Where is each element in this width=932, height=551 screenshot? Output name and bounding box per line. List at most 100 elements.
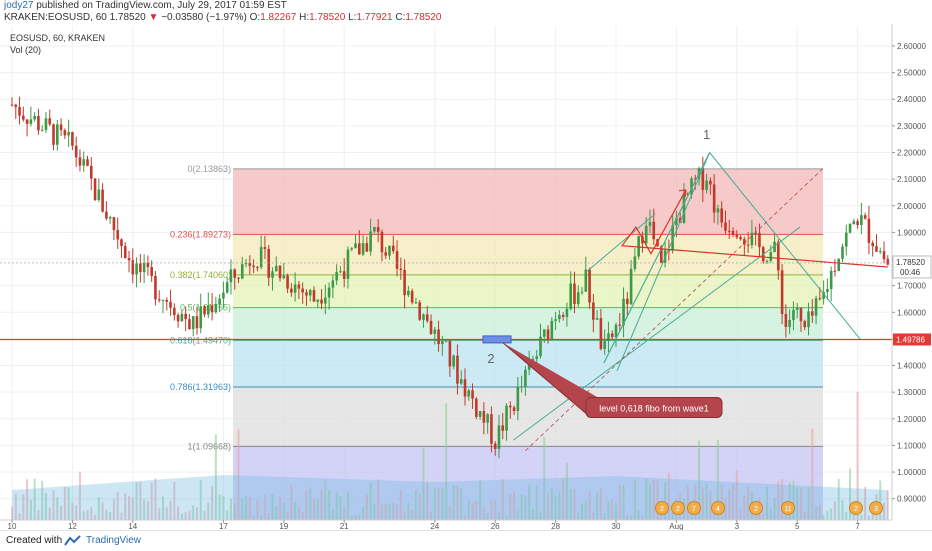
- candle-body: [844, 232, 848, 247]
- candle-body: [165, 299, 169, 302]
- candle-body: [576, 292, 580, 305]
- volume-bar: [282, 502, 285, 520]
- candle-body: [339, 271, 342, 273]
- candle-body: [150, 267, 153, 276]
- fib-zone: [233, 274, 823, 308]
- high-value: 1.78520: [309, 12, 346, 23]
- volume-bar: [294, 502, 297, 520]
- candle-body: [527, 363, 531, 370]
- volume-bar: [792, 481, 795, 520]
- volume-bar: [705, 482, 708, 520]
- candle-body: [44, 118, 48, 130]
- volume-bar: [671, 510, 674, 520]
- candle-body: [233, 269, 237, 278]
- open-label: O:: [249, 12, 261, 23]
- annotation-callout[interactable]: level 0,618 fibo from wave1: [502, 342, 723, 418]
- event-badge[interactable]: 2: [749, 501, 763, 515]
- candle-body: [758, 232, 761, 248]
- event-badge[interactable]: 3: [869, 501, 883, 515]
- candle-body: [716, 208, 720, 213]
- volume-bar: [645, 478, 648, 520]
- chart-area[interactable]: 0(2.13863) 0.236(1.89273) 0.382(1.74060) 0.…: [0, 24, 932, 531]
- candle-body: [429, 320, 433, 334]
- candle-body: [195, 316, 199, 329]
- price-chart[interactable]: 0(2.13863) 0.236(1.89273) 0.382(1.74060) 0.…: [0, 24, 932, 531]
- volume-bar: [37, 510, 40, 520]
- candle-body: [558, 315, 561, 320]
- volume-bar: [67, 487, 70, 520]
- candle-body: [305, 292, 308, 296]
- volume-bar: [796, 487, 799, 520]
- volume-bar: [501, 479, 504, 520]
- volume-bar: [441, 488, 444, 520]
- last-price: 1.78520: [109, 12, 146, 23]
- volume-bar: [192, 505, 195, 520]
- author-link[interactable]: jody27: [4, 0, 34, 11]
- volume-bar: [177, 506, 180, 520]
- volume-bar: [184, 512, 187, 520]
- volume-bar: [460, 488, 463, 520]
- event-badge[interactable]: 2: [671, 501, 685, 515]
- volume-bar: [630, 515, 633, 520]
- candle-body: [248, 263, 252, 266]
- volume-bar: [611, 499, 614, 520]
- event-badge[interactable]: 7: [687, 501, 701, 515]
- candle-body: [712, 184, 716, 213]
- tradingview-logo-icon: [64, 535, 81, 546]
- volume-bar: [479, 480, 482, 520]
- event-badge[interactable]: 11: [781, 501, 795, 515]
- tradingview-brand[interactable]: TradingView: [86, 535, 142, 546]
- volume-bar: [44, 493, 47, 520]
- candle-body: [754, 232, 757, 234]
- candle-body: [482, 411, 486, 423]
- event-badge[interactable]: 4: [711, 501, 725, 515]
- candle-body: [240, 264, 244, 279]
- x-tick-label: 28: [551, 522, 560, 530]
- candle-body: [425, 314, 429, 321]
- volume-bar: [229, 498, 232, 520]
- y-tick-label: 0.90000: [897, 495, 926, 504]
- volume-bar: [475, 500, 478, 520]
- candle-body: [814, 298, 818, 316]
- volume-bar: [373, 503, 376, 520]
- wave-label-2: 2: [487, 351, 494, 366]
- candle-body: [603, 341, 606, 349]
- volume-bar: [392, 502, 395, 520]
- candle-body: [214, 304, 218, 313]
- candle-body: [637, 236, 640, 257]
- volume-bar: [48, 507, 51, 520]
- candle-body: [433, 329, 437, 334]
- volume-bar: [864, 486, 867, 520]
- candle-body: [384, 252, 388, 256]
- volume-bar: [728, 489, 731, 520]
- event-badge[interactable]: 2: [655, 501, 669, 515]
- last-price-tag: [892, 255, 932, 279]
- candle-body: [199, 306, 203, 329]
- event-badge[interactable]: 2: [849, 501, 863, 515]
- candle-body: [335, 272, 338, 281]
- volume-bar: [150, 482, 153, 520]
- candle-body: [112, 217, 116, 231]
- candle-body: [403, 270, 406, 296]
- candle-body: [452, 355, 455, 367]
- x-tick-label: 3: [735, 522, 740, 530]
- volume-bar: [305, 489, 308, 520]
- candle-body: [293, 284, 297, 293]
- volume-bar: [531, 509, 534, 520]
- volume-bar: [592, 512, 595, 520]
- volume-bar: [622, 485, 625, 520]
- countdown-text: 00:46: [900, 268, 921, 277]
- candle-body: [52, 124, 55, 145]
- volume-bar: [105, 509, 108, 520]
- volume-bar: [803, 511, 806, 520]
- candle-body: [74, 145, 78, 158]
- candle-body: [539, 336, 542, 357]
- candle-body: [841, 246, 844, 259]
- volume-bar: [188, 511, 191, 520]
- candle-body: [123, 246, 127, 259]
- candle-body: [505, 405, 508, 431]
- volume-bar: [195, 507, 198, 520]
- volume-bar: [554, 495, 557, 520]
- candle-body: [365, 243, 369, 252]
- volume-bar: [211, 485, 214, 520]
